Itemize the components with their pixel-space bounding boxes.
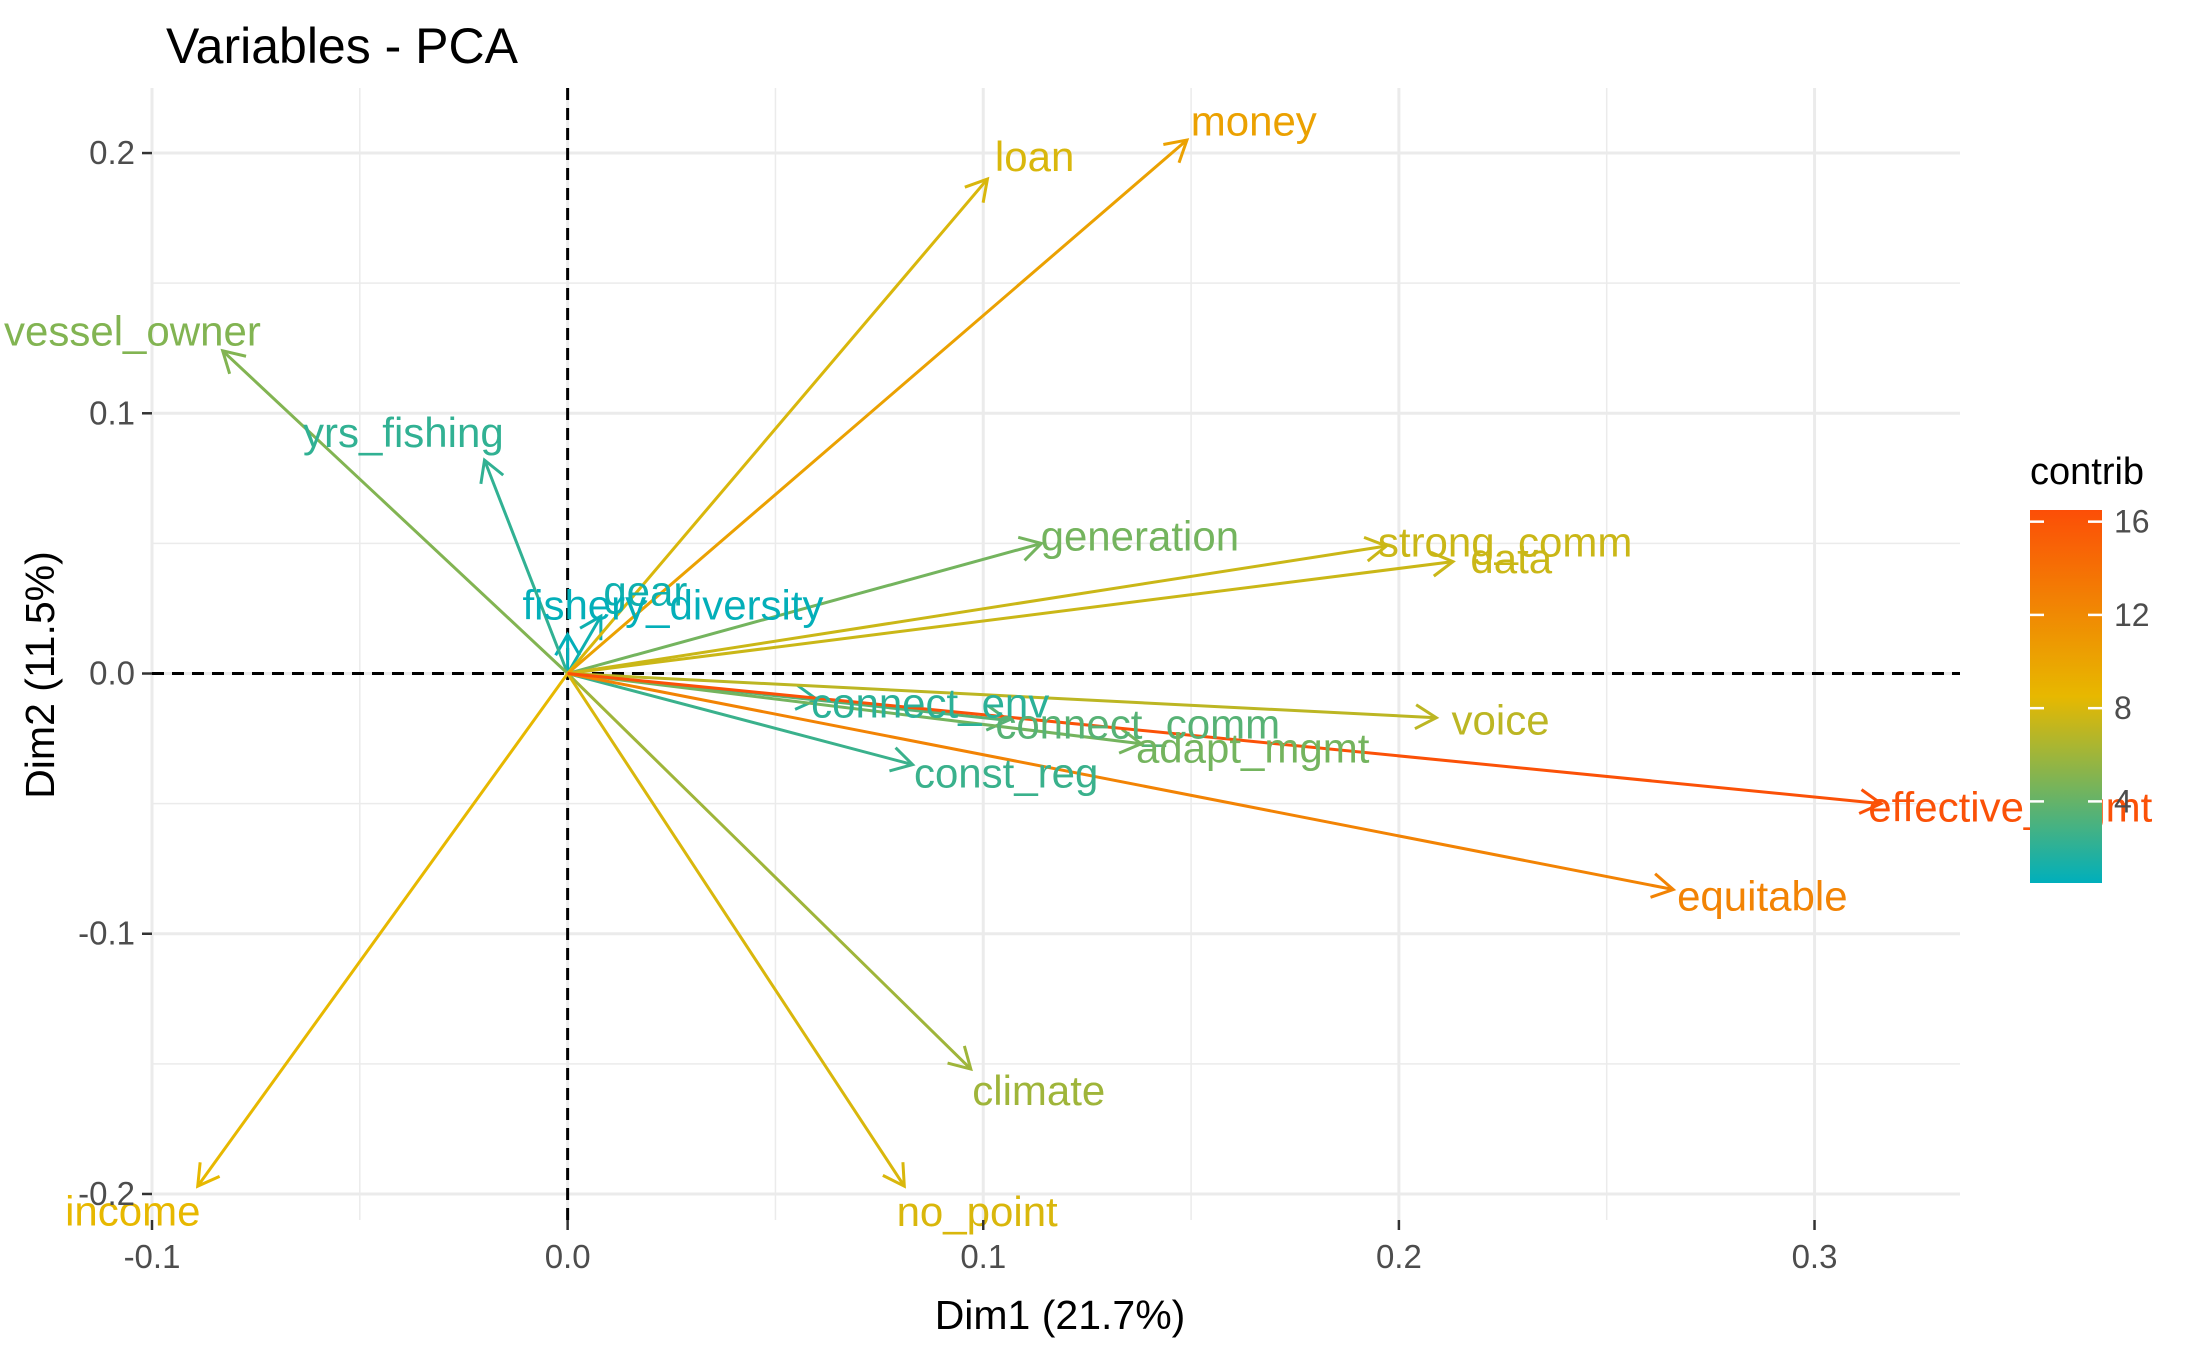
plot-panel bbox=[150, 88, 1960, 1220]
label-gear: gear bbox=[603, 567, 687, 614]
x-tick-label: 0.1 bbox=[960, 1238, 1006, 1275]
label-data: data bbox=[1470, 535, 1552, 582]
arrow-no-point bbox=[566, 672, 906, 1189]
arrow-yrs-fishing bbox=[479, 457, 570, 675]
label-effective-mgmt: effective_mgmt bbox=[1868, 784, 2152, 831]
x-axis-title: Dim1 (21.7%) bbox=[935, 1292, 1186, 1338]
legend-tick-label: 12 bbox=[2114, 597, 2150, 633]
label-generation: generation bbox=[1041, 512, 1240, 559]
legend-colorbar bbox=[2030, 510, 2102, 883]
label-money: money bbox=[1191, 97, 1317, 144]
arrow-climate bbox=[566, 672, 973, 1072]
arrow-effective-mgmt bbox=[567, 672, 1885, 815]
x-tick-label: 0.0 bbox=[545, 1238, 591, 1275]
arrow-adapt-mgmt bbox=[567, 672, 1145, 755]
arrow-income bbox=[195, 672, 569, 1189]
variable-labels: money loan vessel_owner yrs_fishinggearfish… bbox=[4, 97, 2153, 1235]
y-tick-label: -0.1 bbox=[78, 915, 135, 952]
label-adapt-mgmt: adapt_mgmt bbox=[1136, 724, 1370, 771]
label-fishery-diversity: fishery_diversity bbox=[522, 581, 823, 628]
chart-title: Variables - PCA bbox=[166, 18, 519, 74]
label-climate: climate bbox=[972, 1067, 1105, 1114]
arrow-vessel-owner bbox=[220, 348, 569, 675]
contrib-legend: contrib 4 8 12 16 bbox=[2030, 451, 2150, 883]
legend-ticks: 4 8 12 16 bbox=[2030, 504, 2150, 819]
x-tick-label: 0.2 bbox=[1376, 1238, 1422, 1275]
label-vessel-owner: vessel_owner bbox=[4, 307, 261, 354]
arrow-equitable bbox=[567, 672, 1677, 899]
arrow-strong-comm bbox=[567, 535, 1390, 675]
arrow-fishery-diversity bbox=[554, 631, 581, 674]
arrow-loan bbox=[566, 176, 990, 675]
legend-tick-label: 16 bbox=[2114, 504, 2150, 540]
x-tick-label: -0.1 bbox=[124, 1238, 181, 1275]
x-axis: -0.1 0.0 0.1 0.2 0.3 bbox=[124, 1220, 1838, 1275]
label-no-point: no_point bbox=[897, 1188, 1058, 1235]
legend-tick-label: 8 bbox=[2114, 690, 2132, 726]
y-tick-label: 0.2 bbox=[89, 134, 135, 171]
label-connect-comm: connect_comm bbox=[995, 701, 1280, 748]
y-tick-label: 0.0 bbox=[89, 655, 135, 692]
arrow-voice bbox=[567, 672, 1440, 731]
legend-tick-label: 4 bbox=[2114, 783, 2132, 819]
label-connect-env: connect_env bbox=[811, 680, 1049, 727]
variable-arrows bbox=[195, 138, 1885, 1189]
x-tick-label: 0.3 bbox=[1792, 1238, 1838, 1275]
arrow-data bbox=[567, 550, 1456, 676]
label-yrs-fishing: yrs_fishing bbox=[303, 409, 504, 456]
y-axis: -0.2 -0.1 0.0 0.1 0.2 bbox=[78, 134, 152, 1212]
label-const-reg: const_reg bbox=[914, 749, 1098, 796]
y-tick-label: 0.1 bbox=[89, 394, 135, 431]
y-axis-title: Dim2 (11.5%) bbox=[17, 551, 63, 799]
label-voice: voice bbox=[1452, 696, 1550, 743]
y-tick-label: -0.2 bbox=[78, 1175, 135, 1212]
legend-title: contrib bbox=[2030, 451, 2144, 493]
label-income: income bbox=[65, 1187, 200, 1234]
arrow-money bbox=[566, 138, 1190, 675]
arrow-generation bbox=[567, 535, 1045, 675]
arrow-const-reg bbox=[567, 672, 916, 773]
label-strong-comm: strong_comm bbox=[1378, 518, 1632, 565]
label-equitable: equitable bbox=[1677, 872, 1847, 919]
label-loan: loan bbox=[995, 133, 1074, 180]
